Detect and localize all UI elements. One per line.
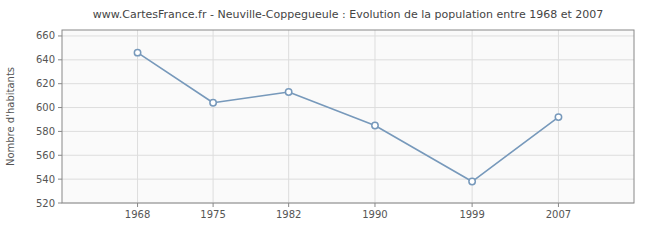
grid-line [62, 179, 634, 180]
grid-line [288, 30, 289, 203]
grid [62, 30, 634, 203]
tick-mark [58, 131, 62, 132]
grid-line [62, 35, 634, 36]
data-line [138, 53, 559, 182]
tick-mark [374, 203, 375, 207]
grid-line [62, 131, 634, 132]
tick-label: 620 [36, 78, 55, 89]
tick-label: 2007 [546, 209, 571, 220]
y-axis-label: Nombre d'habitants [5, 67, 16, 166]
chart-container: www.CartesFrance.fr - Neuville-Coppegueu… [0, 0, 650, 229]
plot-frame [62, 30, 634, 203]
tick-label: 640 [36, 54, 55, 65]
tick-mark [288, 203, 289, 207]
data-point [555, 114, 561, 120]
chart-svg: www.CartesFrance.fr - Neuville-Coppegueu… [0, 0, 650, 229]
chart-title: www.CartesFrance.fr - Neuville-Coppegueu… [93, 8, 603, 21]
tick-label: 660 [36, 30, 55, 41]
data-point [372, 122, 378, 128]
data-point [285, 89, 291, 95]
tick-label: 1990 [362, 209, 387, 220]
data-point [469, 178, 475, 184]
grid-line [62, 107, 634, 108]
tick-label: 600 [36, 102, 55, 113]
grid-line [62, 83, 634, 84]
tick-label: 560 [36, 150, 55, 161]
axes: 520 540 560 580 600 620 640 660 1968 1975 1982 1990… [36, 30, 634, 220]
tick-mark [58, 107, 62, 108]
tick-mark [58, 155, 62, 156]
data-point [210, 100, 216, 106]
tick-mark [58, 179, 62, 180]
tick-label: 1968 [125, 209, 150, 220]
data-point [134, 49, 140, 55]
tick-mark [213, 203, 214, 207]
tick-mark [137, 203, 138, 207]
tick-mark [472, 203, 473, 207]
tick-label: 1982 [276, 209, 301, 220]
grid-line [213, 30, 214, 203]
plot-background [62, 30, 634, 203]
tick-label: 1999 [459, 209, 484, 220]
grid-line [62, 155, 634, 156]
tick-label: 540 [36, 174, 55, 185]
tick-mark [58, 35, 62, 36]
tick-label: 520 [36, 198, 55, 209]
data-group [134, 49, 561, 184]
tick-mark [58, 59, 62, 60]
grid-line [374, 30, 375, 203]
tick-label: 580 [36, 126, 55, 137]
tick-mark [58, 83, 62, 84]
tick-label: 1975 [200, 209, 225, 220]
tick-mark [558, 203, 559, 207]
grid-line [472, 30, 473, 203]
tick-mark [58, 203, 62, 204]
